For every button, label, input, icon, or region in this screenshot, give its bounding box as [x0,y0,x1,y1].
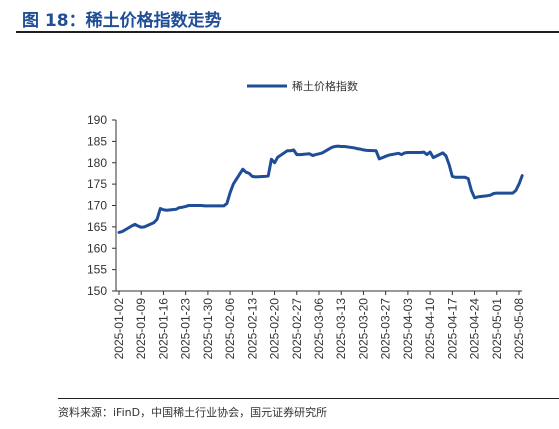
series-line-price-index [117,144,524,234]
y-tick-label: 160 [87,241,107,255]
x-tick-label: 2025-01-02 [112,298,126,360]
x-tick-label: 2025-01-23 [179,298,193,360]
x-tick-label: 2025-02-06 [223,298,237,360]
x-tick-label: 2025-01-09 [134,298,148,360]
x-tick-label: 2025-04-24 [468,298,482,360]
x-axis-ticks: 2025-01-02 2025-01-09 2025-01-16 2025-01-23… [112,291,526,359]
y-tick-label: 150 [87,284,107,298]
x-tick-label: 2025-03-27 [379,298,393,360]
x-tick-label: 2025-03-20 [356,298,370,360]
x-tick-label: 2025-03-13 [334,298,348,360]
title-divider [16,31,559,33]
chart-axes [115,120,522,292]
x-tick-label: 2025-01-16 [156,298,170,360]
y-tick-label: 175 [87,177,107,191]
x-tick-label: 2025-01-30 [201,298,215,360]
y-axis-ticks: 150 155 160 165 170 175 180 185 190 [87,113,116,298]
legend-label: 稀土价格指数 [292,79,358,93]
chart-legend: 稀土价格指数 [247,79,358,93]
figure-title: 图 18：稀土价格指数走势 [22,11,222,31]
y-tick-label: 165 [87,220,107,234]
x-tick-label: 2025-05-01 [490,298,504,360]
x-tick-label: 2025-05-08 [512,298,526,360]
source-divider [58,398,559,399]
x-tick-label: 2025-02-27 [290,298,304,360]
x-tick-label: 2025-02-20 [268,298,282,360]
y-tick-label: 180 [87,156,107,170]
x-tick-label: 2025-04-17 [445,298,459,360]
y-tick-label: 155 [87,263,107,277]
y-tick-label: 190 [87,113,107,127]
y-tick-label: 185 [87,134,107,148]
x-tick-label: 2025-04-03 [401,298,415,360]
x-tick-label: 2025-04-10 [423,298,437,360]
x-tick-label: 2025-03-06 [312,298,326,360]
source-note: 资料来源：iFinD，中国稀土行业协会，国元证券研究所 [58,406,328,419]
y-tick-label: 170 [87,199,107,213]
x-tick-label: 2025-02-13 [245,298,259,360]
